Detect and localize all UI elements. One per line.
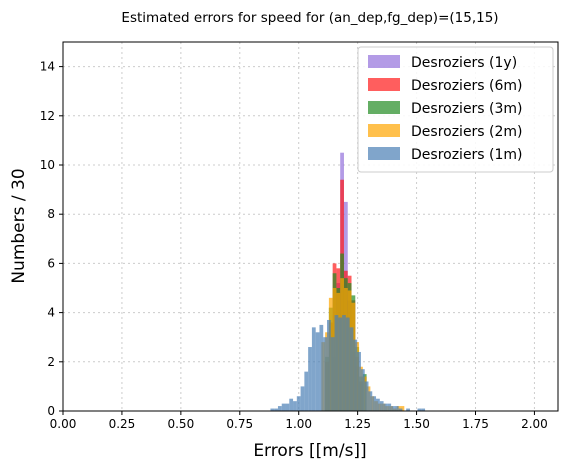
legend-label: Desroziers (2m) — [411, 124, 523, 140]
y-tick-label: 12 — [40, 109, 55, 123]
x-tick-label: 0.75 — [226, 417, 253, 431]
legend-swatch — [368, 55, 400, 68]
legend-label: Desroziers (3m) — [411, 101, 523, 117]
histogram-bar — [360, 369, 365, 411]
histogram-bar — [342, 315, 346, 411]
legend-swatch — [368, 78, 400, 91]
histogram-bar — [406, 408, 410, 411]
y-tick-label: 8 — [47, 207, 55, 221]
histogram-bar — [368, 391, 373, 411]
histogram-bar — [376, 398, 380, 411]
histogram-bars — [270, 152, 426, 411]
histogram-bar — [398, 408, 403, 411]
y-tick-label: 0 — [47, 404, 55, 418]
histogram-bar — [364, 381, 369, 411]
x-axis-label: Errors [[m/s]] — [253, 441, 366, 461]
histogram-bar — [323, 337, 327, 411]
legend-swatch — [368, 124, 400, 137]
chart-title: Estimated errors for speed for (an_dep,f… — [121, 10, 498, 26]
histogram-bar — [285, 403, 290, 411]
histogram-bar — [349, 327, 354, 411]
plot-frame — [62, 41, 559, 412]
legend-box — [357, 46, 554, 173]
x-tick-label: 0.25 — [109, 417, 136, 431]
legend-swatch — [368, 101, 400, 114]
histogram-bar — [296, 396, 301, 411]
y-axis-label: Numbers / 30 — [9, 168, 29, 283]
legend-label: Desroziers (1y) — [411, 55, 517, 71]
histogram-bar — [274, 408, 278, 411]
histogram-bar — [315, 332, 320, 411]
legend: Desroziers (1y) Desroziers (6m) Desroziers… — [357, 46, 554, 173]
y-tick-label: 6 — [47, 256, 55, 270]
x-axis-ticks: 0.00 0.25 0.50 0.75 1.00 1.25 1.50 1.75 2.00 — [50, 411, 548, 431]
histogram-bar — [338, 317, 343, 411]
histogram-bar — [400, 406, 405, 411]
histogram-bar — [293, 401, 297, 411]
histogram-bar — [277, 406, 282, 411]
y-tick-label: 14 — [40, 60, 55, 74]
histogram-bar — [379, 401, 384, 411]
histogram-bar — [387, 403, 392, 411]
histogram-bar — [383, 403, 388, 411]
histogram-bar — [345, 317, 350, 411]
histogram-bar — [372, 396, 377, 411]
histogram-bar — [308, 347, 312, 411]
histogram-bar — [281, 403, 286, 411]
y-tick-label: 2 — [47, 355, 55, 369]
histogram-bar — [334, 315, 339, 411]
x-tick-label: 0.00 — [50, 417, 77, 431]
series-bars — [270, 315, 426, 411]
y-axis-ticks: 0 2 4 6 8 10 12 14 — [40, 60, 63, 418]
histogram-bar — [417, 408, 422, 411]
histogram-bar — [394, 406, 399, 411]
histogram-bar — [311, 327, 316, 411]
histogram-bar — [289, 398, 294, 411]
histogram-bar — [353, 339, 358, 411]
histogram-bar — [357, 351, 361, 411]
histogram-bar — [391, 406, 395, 411]
x-tick-label: 1.00 — [285, 417, 312, 431]
histogram-bar — [330, 337, 335, 411]
legend-label: Desroziers (6m) — [411, 78, 523, 94]
y-tick-label: 4 — [47, 306, 55, 320]
histogram-bar — [304, 371, 309, 411]
histogram-bar — [421, 408, 426, 411]
legend-swatch — [368, 147, 400, 160]
histogram-bar — [270, 408, 275, 411]
x-tick-label: 0.50 — [167, 417, 194, 431]
legend-label: Desroziers (1m) — [411, 147, 523, 163]
x-tick-label: 1.75 — [462, 417, 489, 431]
x-tick-label: 2.00 — [521, 417, 548, 431]
histogram-bar — [327, 319, 331, 411]
x-tick-label: 1.50 — [403, 417, 430, 431]
x-tick-label: 1.25 — [344, 417, 371, 431]
histogram-bar — [319, 324, 324, 411]
y-tick-label: 10 — [40, 158, 55, 172]
histogram-bar — [300, 386, 305, 411]
